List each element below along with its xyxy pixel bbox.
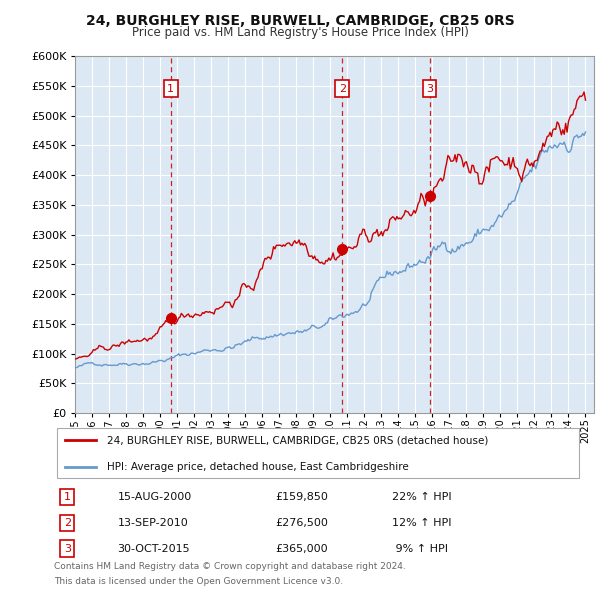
Text: HPI: Average price, detached house, East Cambridgeshire: HPI: Average price, detached house, East… (107, 462, 409, 472)
Text: £159,850: £159,850 (276, 492, 329, 502)
Text: 1: 1 (64, 492, 71, 502)
Text: 3: 3 (426, 84, 433, 94)
FancyBboxPatch shape (56, 428, 580, 478)
Text: This data is licensed under the Open Government Licence v3.0.: This data is licensed under the Open Gov… (54, 577, 343, 586)
Text: £365,000: £365,000 (276, 544, 328, 553)
Text: 24, BURGHLEY RISE, BURWELL, CAMBRIDGE, CB25 0RS (detached house): 24, BURGHLEY RISE, BURWELL, CAMBRIDGE, C… (107, 435, 488, 445)
Text: Contains HM Land Registry data © Crown copyright and database right 2024.: Contains HM Land Registry data © Crown c… (54, 562, 406, 571)
Text: £276,500: £276,500 (276, 518, 329, 528)
Text: 3: 3 (64, 544, 71, 553)
Text: 1: 1 (167, 84, 174, 94)
Text: 2: 2 (339, 84, 346, 94)
Text: Price paid vs. HM Land Registry's House Price Index (HPI): Price paid vs. HM Land Registry's House … (131, 26, 469, 39)
Text: 13-SEP-2010: 13-SEP-2010 (118, 518, 188, 528)
Text: 24, BURGHLEY RISE, BURWELL, CAMBRIDGE, CB25 0RS: 24, BURGHLEY RISE, BURWELL, CAMBRIDGE, C… (86, 14, 514, 28)
Text: 2: 2 (64, 518, 71, 528)
Text: 22% ↑ HPI: 22% ↑ HPI (392, 492, 452, 502)
Text: 15-AUG-2000: 15-AUG-2000 (118, 492, 191, 502)
Text: 12% ↑ HPI: 12% ↑ HPI (392, 518, 451, 528)
Text: 30-OCT-2015: 30-OCT-2015 (118, 544, 190, 553)
Text: 9% ↑ HPI: 9% ↑ HPI (392, 544, 448, 553)
